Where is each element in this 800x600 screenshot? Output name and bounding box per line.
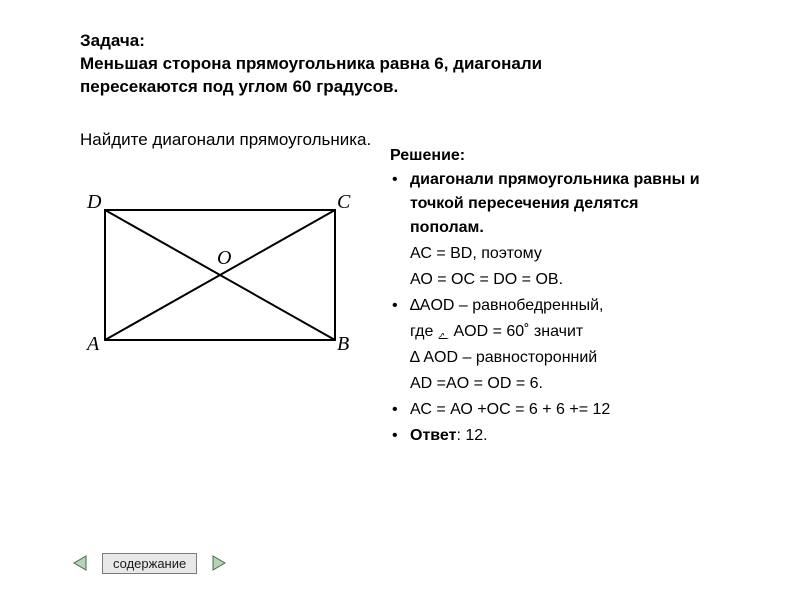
solution-answer: Ответ: 12. (392, 424, 760, 448)
problem-line2: пересекаются под углом 60 градусов. (80, 77, 398, 96)
solution-step-8: АС = АО +ОС = 6 + 6 += 12 (392, 398, 760, 422)
svg-text:D: D (86, 191, 102, 213)
solution-step-5: где ﮮ AOD = 60˚ значит (392, 320, 760, 344)
svg-text:C: C (337, 191, 351, 213)
solution-step-4: ∆AOD – равнобедренный, (392, 294, 760, 318)
bottom-nav: содержание (70, 552, 229, 574)
diagram-svg: A B C D O (75, 190, 365, 370)
solution-block: Решение: диагонали прямоугольника равны … (390, 144, 760, 450)
solution-step-3: АО = ОС = DO = OB. (392, 268, 760, 292)
svg-text:B: B (337, 333, 349, 355)
problem-statement: Задача: Меньшая сторона прямоугольника р… (80, 30, 720, 99)
prev-arrow-icon[interactable] (70, 552, 92, 574)
solution-step-7: AD =AO = OD = 6. (392, 372, 760, 396)
svg-text:A: A (85, 333, 100, 355)
problem-line1: Меньшая сторона прямоугольника равна 6, … (80, 54, 542, 73)
solution-header: Решение: (390, 147, 465, 164)
solution-step-2: АС = BD, поэтому (392, 242, 760, 266)
next-arrow-icon[interactable] (207, 552, 229, 574)
svg-text:O: O (217, 247, 231, 269)
solution-step-1: диагонали прямоугольника равны и точкой … (392, 168, 760, 240)
rectangle-diagram: A B C D O (75, 190, 365, 370)
solution-step-6: ∆ AOD – равносторонний (392, 346, 760, 370)
problem-title: Задача: (80, 31, 145, 50)
toc-button[interactable]: содержание (102, 553, 197, 574)
